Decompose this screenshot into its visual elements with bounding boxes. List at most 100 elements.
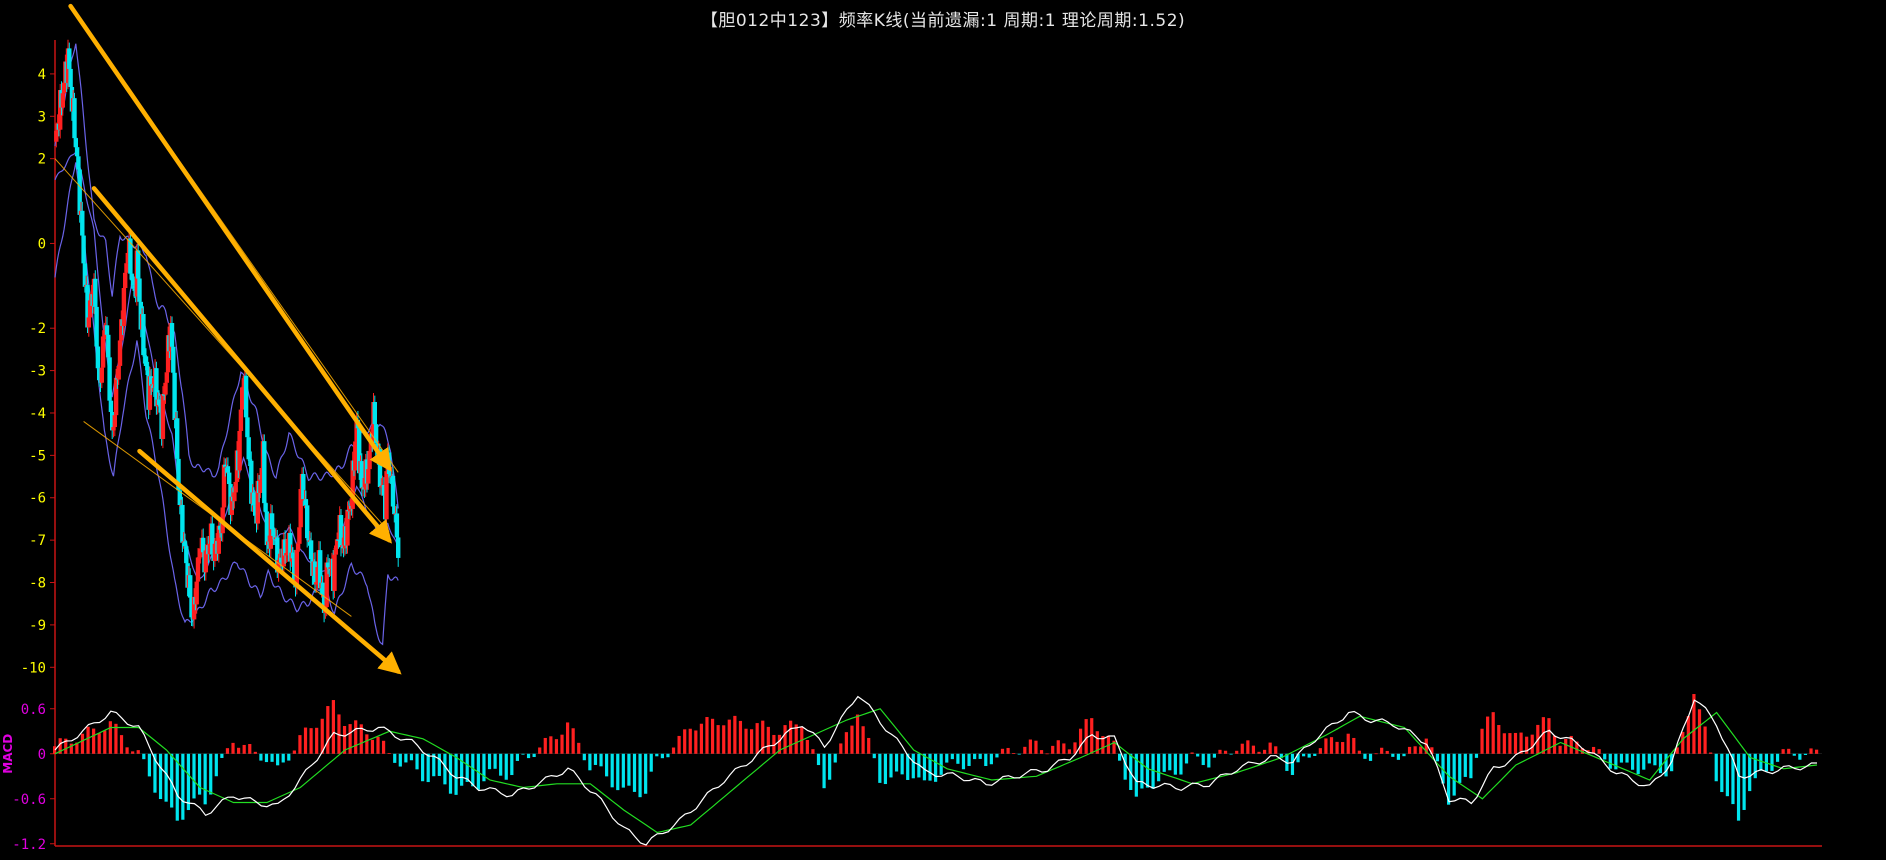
- macd-histogram-bar: [1519, 732, 1523, 754]
- macd-histogram-bar: [766, 726, 770, 754]
- candle-body: [345, 509, 350, 546]
- macd-histogram-bar: [582, 753, 586, 761]
- macd-histogram-bar: [1168, 753, 1172, 771]
- macd-histogram-bar: [1028, 739, 1032, 754]
- macd-histogram-bar: [398, 753, 402, 767]
- candle-body: [116, 365, 121, 380]
- macd-histogram-bar: [1703, 726, 1707, 754]
- candle-body: [169, 323, 175, 347]
- macd-histogram-bar: [934, 753, 938, 782]
- macd-histogram-bar: [761, 720, 765, 754]
- macd-histogram-bar: [1017, 753, 1021, 755]
- candle-body: [124, 263, 129, 273]
- macd-histogram-bar: [1580, 748, 1585, 754]
- macd-histogram-bar: [677, 735, 681, 754]
- y-tick-label: -7: [29, 533, 46, 549]
- macd-histogram-bar: [744, 728, 748, 754]
- candle-body: [145, 365, 150, 371]
- macd-dif-line: [54, 695, 1817, 846]
- candle-body: [297, 527, 302, 544]
- macd-histogram-bar: [1446, 753, 1451, 805]
- macd-histogram-bar: [320, 718, 324, 754]
- macd-histogram-bar: [147, 753, 151, 777]
- macd-histogram-bar: [699, 723, 704, 754]
- macd-histogram-bar: [833, 753, 837, 763]
- candle-body: [162, 394, 167, 396]
- macd-histogram-bar: [1246, 740, 1250, 754]
- macd-histogram-bar: [777, 734, 782, 754]
- macd-histogram-bar: [342, 725, 347, 754]
- macd-histogram-bar: [1552, 735, 1557, 754]
- macd-histogram-bar: [409, 753, 414, 761]
- macd-histogram-bar: [1803, 753, 1808, 755]
- candle-body: [353, 441, 358, 471]
- macd-histogram-bar: [1787, 748, 1791, 754]
- candle-body: [245, 417, 250, 438]
- macd-histogram-bar: [58, 738, 62, 754]
- macd-histogram-bar: [749, 729, 754, 754]
- candle-body: [164, 372, 169, 383]
- macd-histogram-bar: [577, 742, 581, 754]
- candle-body: [67, 48, 72, 69]
- candle-body: [68, 68, 73, 87]
- macd-histogram-bar: [1341, 742, 1345, 754]
- macd-histogram-bar: [705, 717, 709, 754]
- macd-histogram-bar: [1809, 748, 1813, 754]
- macd-histogram-bar: [549, 736, 553, 754]
- macd-histogram-bar: [627, 753, 631, 786]
- macd-histogram-bar: [526, 753, 531, 759]
- macd-panel-label: MACD: [1, 734, 15, 774]
- macd-histogram-bar: [1781, 749, 1785, 754]
- macd-histogram-bar: [192, 753, 196, 799]
- trend-arrow: [137, 448, 402, 675]
- macd-histogram-bar: [209, 753, 213, 795]
- candle-body: [320, 582, 325, 595]
- candle-body: [366, 469, 371, 484]
- candle-body: [373, 424, 379, 444]
- candle-body: [251, 492, 257, 506]
- macd-histogram-bar: [131, 751, 135, 754]
- macd-histogram-bar: [1179, 753, 1183, 775]
- macd-histogram-bar: [370, 739, 375, 754]
- macd-histogram-bar: [1084, 719, 1088, 754]
- macd-histogram-bar: [710, 718, 715, 754]
- macd-histogram-bar: [1435, 753, 1440, 762]
- macd-histogram-bar: [359, 724, 363, 754]
- candle-body: [58, 90, 63, 130]
- macd-histogram-bar: [978, 753, 982, 759]
- chart-title: 【胆012中123】频率K线(当前遗漏:1 周期:1 理论周期:1.52): [700, 11, 1186, 31]
- macd-histogram-bar: [894, 753, 899, 772]
- macd-histogram-bar: [1664, 753, 1668, 777]
- macd-histogram-bar: [1753, 753, 1757, 779]
- macd-histogram-bar: [878, 753, 882, 783]
- macd-histogram-bar: [437, 753, 441, 776]
- macd-histogram-bar: [1123, 753, 1127, 780]
- macd-histogram-bar: [565, 722, 570, 754]
- candle-body: [324, 562, 329, 608]
- macd-histogram-bar: [1497, 725, 1501, 754]
- macd-histogram-bar: [1335, 741, 1339, 754]
- macd-histogram-bar: [460, 753, 464, 786]
- macd-histogram-bar: [1642, 753, 1646, 770]
- candle-body: [72, 98, 77, 139]
- macd-histogram-bar: [1290, 753, 1295, 775]
- macd-histogram-bar: [1095, 731, 1099, 754]
- macd-histogram-bar: [1307, 753, 1311, 758]
- candle-body: [284, 552, 289, 556]
- macd-histogram-bar: [1424, 738, 1428, 754]
- macd-histogram-bar: [1647, 753, 1651, 764]
- candle-body: [117, 340, 123, 366]
- macd-histogram-bar: [1302, 753, 1306, 757]
- macd-histogram-bar: [1279, 753, 1283, 759]
- candle-body: [73, 138, 78, 148]
- macd-histogram-bar: [1692, 694, 1696, 754]
- macd-histogram-bar: [504, 753, 508, 780]
- macd-histogram-bar: [376, 736, 380, 754]
- macd-histogram-bar: [1469, 753, 1473, 779]
- macd-histogram-bar: [889, 753, 893, 778]
- macd-histogram-bar: [181, 753, 185, 820]
- candle-body: [288, 532, 293, 562]
- candle-body: [93, 278, 98, 307]
- candle-body: [80, 210, 85, 236]
- macd-histogram-bar: [1162, 753, 1166, 772]
